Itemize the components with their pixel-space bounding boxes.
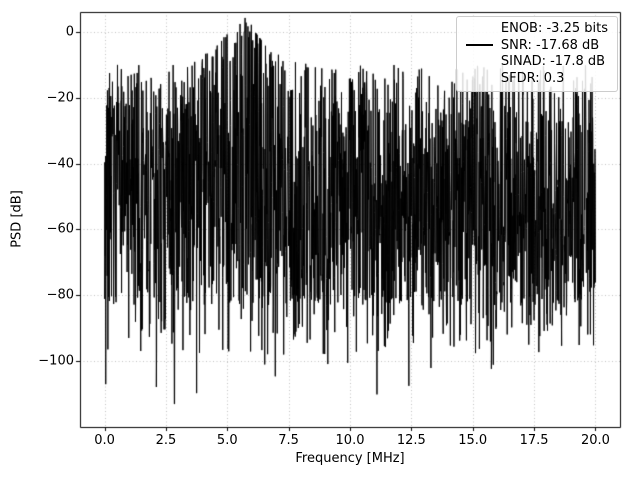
x-tick-label: 15.0 [458,433,488,448]
x-tick-label: 20.0 [580,433,610,448]
legend-entry-enob: ENOB: -3.25 bits [500,21,608,36]
legend-entry-sfdr: SFDR: 0.3 [500,70,565,86]
x-tick-label: 2.5 [155,433,177,448]
x-tick-label: 10.0 [335,433,365,448]
x-tick-label: 7.5 [278,433,299,448]
y-tick-label: 0 [65,24,74,40]
x-tick-label: 12.5 [396,433,426,448]
legend-entry-sinad: SINAD: -17.8 dB [500,54,606,69]
y-tick-label: −20 [46,90,74,106]
legend-line-sample [465,44,493,46]
y-tick-label: −40 [46,156,74,171]
legend-entry-snr: SNR: -17.68 dB [500,37,600,53]
y-tick-label: −80 [46,287,74,303]
legend: ENOB: -3.25 bits SNR: -17.68 dB SINAD: -… [455,16,618,92]
x-tick-label: 5.0 [216,433,238,448]
y-axis-label: PSD [dB] [9,190,25,248]
x-axis-label: Frequency [MHz] [295,451,405,466]
y-tick-label: −60 [46,221,74,237]
legend-entries: ENOB: -3.25 bits SNR: -17.68 dB SINAD: -… [501,21,608,87]
y-tick-label: −100 [38,353,74,369]
x-tick-label: 17.5 [519,433,549,448]
x-tick-label: 0.0 [94,433,115,448]
